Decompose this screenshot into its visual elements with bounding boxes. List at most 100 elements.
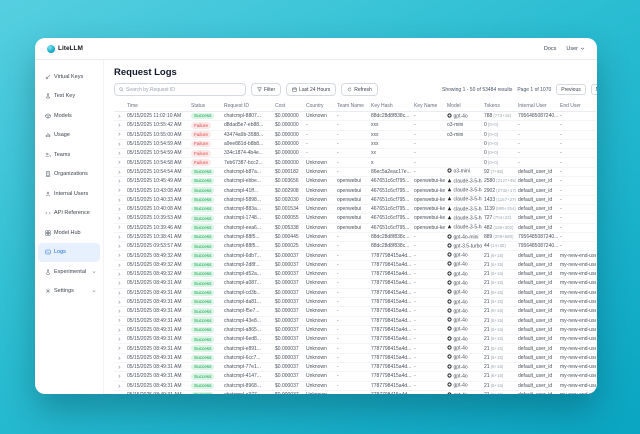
cell-request-id[interactable]: chatcmpl-41ff... [222,185,273,196]
expand-row-icon[interactable] [116,114,123,119]
filter-button[interactable]: Filter [251,83,282,96]
sidebar-item-experimental[interactable]: Experimental [38,262,100,282]
expand-row-icon[interactable] [116,170,123,175]
expand-row-icon[interactable] [116,346,123,351]
expand-row-icon[interactable] [116,337,123,342]
table-row[interactable]: 05/15/2025 08:49:32 AM Success chatcmpl-2d… [114,260,596,271]
expand-row-icon[interactable] [116,309,123,314]
cell-request-id[interactable]: d8dad5e7-eb88... [222,120,273,131]
table-row[interactable]: 05/15/2025 08:49:31 AM Success chatcmpl-6e… [114,334,596,345]
sidebar-item-settings[interactable]: Settings [38,282,100,302]
cell-request-id[interactable]: chatcmpl-e891... [222,343,273,354]
expand-row-icon[interactable] [116,300,123,305]
table-row[interactable]: 05/15/2025 10:54:54 AM Success chatcmpl-b8… [114,167,596,178]
table-row[interactable]: 05/15/2025 08:49:31 AM Success chatcmpl-a0… [114,278,596,289]
expand-row-icon[interactable] [116,198,123,203]
table-row[interactable]: 05/15/2025 08:49:31 AM Success chatcmpl-6c… [114,353,596,364]
brand[interactable]: LiteLLM [47,44,83,53]
expand-row-icon[interactable] [116,142,123,147]
sidebar-item-api-reference[interactable]: API Reference [38,204,100,224]
expand-row-icon[interactable] [116,384,123,389]
search-input[interactable] [126,86,241,93]
expand-row-icon[interactable] [116,132,123,137]
expand-row-icon[interactable] [116,272,123,277]
table-row[interactable]: 05/15/2025 10:55:00 AM Failure 43474a9b-35… [114,130,596,140]
cell-request-id[interactable]: chatcmpl-6cc7... [222,353,273,364]
table-row[interactable]: 05/15/2025 10:54:58 AM Failure 7eb67387-bc… [114,157,596,168]
expand-row-icon[interactable] [116,281,123,286]
expand-row-icon[interactable] [116,216,123,221]
refresh-button[interactable]: Refresh [341,83,378,96]
cell-request-id[interactable]: chatcmpl-a087... [222,278,273,289]
table-row[interactable]: 05/15/2025 08:49:32 AM Success chatcmpl-6d… [114,250,596,261]
cell-request-id[interactable]: chatcmpl-43e8... [222,316,273,326]
table-row[interactable]: 05/15/2025 08:49:31 AM Success chatcmpl-43… [114,316,596,326]
sidebar-item-logs[interactable]: Logs [38,242,100,262]
table-row[interactable]: 05/15/2025 08:49:31 AM Success chatcmpl-41… [114,371,596,382]
expand-row-icon[interactable] [116,225,123,230]
cell-request-id[interactable]: chatcmpl-8968... [222,381,273,391]
table-row[interactable]: 05/15/2025 08:49:31 AM Success chatcmpl-f5… [114,306,596,317]
table-row[interactable]: 05/15/2025 11:02:10 AM Success chatcmpl-88… [114,111,596,122]
table-row[interactable]: 05/15/2025 10:45:49 AM Success chatcmpl-eb… [114,176,596,187]
expand-row-icon[interactable] [116,365,123,370]
sidebar-item-organizations[interactable]: Organizations [38,165,100,185]
next-page-button[interactable]: Next [590,84,597,95]
cell-request-id[interactable]: chatcmpl-2d8f... [222,260,273,271]
sidebar-item-internal-users[interactable]: Internal Users [38,184,100,204]
time-range-button[interactable]: Last 24 Hours [286,83,337,96]
cell-request-id[interactable]: chatcmpl-b87a... [222,167,273,178]
expand-row-icon[interactable] [116,244,123,249]
cell-request-id[interactable]: chatcmpl-1748... [222,213,273,224]
cell-request-id[interactable]: a9ee881d-b8b8... [222,139,273,150]
cell-request-id[interactable]: chatcmpl-4147... [222,371,273,382]
sidebar-item-usage[interactable]: Usage [38,126,100,146]
sidebar-item-model-hub[interactable]: Model Hub [38,223,100,243]
table-row[interactable]: 05/15/2025 08:49:31 AM Success chatcmpl-cd… [114,288,596,298]
table-row[interactable]: 05/15/2025 08:49:32 AM Success chatcmpl-d5… [114,269,596,280]
cell-request-id[interactable]: chatcmpl-77e1... [222,362,273,373]
table-row[interactable]: 05/15/2025 08:49:31 AM Success chatcmpl-89… [114,381,596,391]
sidebar-item-test-key[interactable]: Test Key [38,87,100,107]
expand-row-icon[interactable] [116,160,123,165]
expand-row-icon[interactable] [116,328,123,333]
expand-row-icon[interactable] [116,291,123,296]
cell-request-id[interactable]: chatcmpl-ebbe... [222,176,273,187]
table-row[interactable]: 05/15/2025 10:38:41 AM Success chatcmpl-88… [114,232,596,243]
cell-request-id[interactable]: chatcmpl-883a... [222,204,273,215]
cell-request-id[interactable]: chatcmpl-cd3b... [222,288,273,298]
cell-request-id[interactable]: chatcmpl-d52a... [222,269,273,280]
table-row[interactable]: 05/15/2025 09:53:57 AM Success chatcmpl-88… [114,241,596,252]
table-row[interactable]: 05/15/2025 10:43:08 AM Success chatcmpl-41… [114,185,596,196]
user-menu[interactable]: User [566,46,585,52]
cell-request-id[interactable]: chatcmpl-88f5... [222,241,273,252]
cell-request-id[interactable]: 43474a9b-3588... [222,130,273,140]
docs-link[interactable]: Docs [543,45,557,52]
cell-request-id[interactable]: chatcmpl-eea6... [222,223,273,233]
cell-request-id[interactable]: chatcmpl-f5e7... [222,306,273,317]
expand-row-icon[interactable] [116,179,123,184]
table-row[interactable]: 05/15/2025 08:49:31 AM Success chatcmpl-77… [114,362,596,373]
cell-request-id[interactable]: chatcmpl-a865... [222,325,273,336]
expand-row-icon[interactable] [116,253,123,258]
cell-request-id[interactable]: chatcmpl-5898... [222,195,273,205]
expand-row-icon[interactable] [116,188,123,193]
table-row[interactable]: 05/15/2025 08:49:31 AM Success chatcmpl-a8… [114,325,596,336]
expand-row-icon[interactable] [116,235,123,240]
table-row[interactable]: 05/15/2025 08:49:31 AM Success chatcmpl-e8… [114,343,596,354]
table-row[interactable]: 05/15/2025 10:40:08 AM Success chatcmpl-88… [114,204,596,215]
table-row[interactable]: 05/15/2025 08:49:31 AM Success chatcmpl-da… [114,297,596,308]
sidebar-item-virtual-keys[interactable]: Virtual Keys [38,67,100,87]
table-row[interactable]: 05/15/2025 10:54:59 AM Failure 334c1874-4b… [114,148,596,159]
expand-row-icon[interactable] [116,318,123,323]
expand-row-icon[interactable] [116,374,123,379]
expand-row-icon[interactable] [116,263,123,268]
previous-page-button[interactable]: Previous [556,84,586,95]
expand-row-icon[interactable] [116,207,123,212]
cell-request-id[interactable]: chatcmpl-88f5... [222,232,273,243]
cell-request-id[interactable]: chatcmpl-da81... [222,297,273,308]
table-row[interactable]: 05/15/2025 10:39:46 AM Success chatcmpl-ee… [114,223,596,233]
expand-row-icon[interactable] [116,356,123,361]
cell-request-id[interactable]: chatcmpl-8807... [222,111,273,122]
